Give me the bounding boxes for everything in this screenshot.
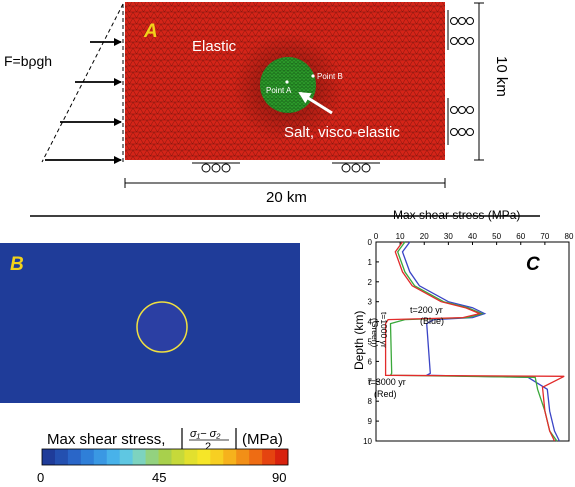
colorbar-swatch <box>145 449 159 465</box>
y-tick-label: 7 <box>368 377 373 386</box>
y-tick-label: 3 <box>368 298 373 307</box>
blue-annotation-color: (Blue) <box>420 316 444 326</box>
salt-mesh <box>260 57 316 113</box>
x-tick-label: 60 <box>516 232 525 241</box>
formula-numerator: σ₁− σ₂ <box>190 428 221 440</box>
width-label: 20 km <box>266 189 307 206</box>
x-tick-label: 80 <box>565 232 574 241</box>
y-tick-label: 5 <box>368 338 373 347</box>
colorbar-swatch <box>262 449 276 465</box>
colorbar-swatch <box>42 449 56 465</box>
y-tick-label: 0 <box>368 238 373 247</box>
red-annotation-time: t=3000 yr <box>368 377 406 387</box>
colorbar-tick-min: 0 <box>37 470 44 485</box>
y-tick-label: 2 <box>368 278 373 287</box>
red-annotation-color: (Red) <box>374 389 397 399</box>
y-tick-label: 4 <box>368 318 373 327</box>
colorbar-swatch <box>158 449 172 465</box>
panel-a-label: A <box>143 21 158 42</box>
salt-label: Salt, visco-elastic <box>284 124 400 141</box>
panel-b: B Max shear stress, σ₁− σ₂ 2 (MPa) 0 45 … <box>0 243 300 485</box>
panel-b-label: B <box>10 254 24 275</box>
bottom-roller-right <box>332 162 380 173</box>
x-tick-label: 40 <box>468 232 477 241</box>
colorbar-swatch <box>197 449 211 465</box>
y-tick-label: 1 <box>368 258 373 267</box>
right-roller-top <box>447 10 474 50</box>
height-label: 10 km <box>493 56 510 97</box>
right-roller-bottom <box>447 98 474 145</box>
force-label: F=bρgh <box>4 53 52 69</box>
x-tick-label: 10 <box>396 232 405 241</box>
colorbar-tick-mid: 45 <box>152 470 166 485</box>
colorbar-swatch <box>80 449 95 465</box>
series-line-red <box>384 241 565 442</box>
x-tick-label: 20 <box>420 232 429 241</box>
y-tick-label: 9 <box>368 417 373 426</box>
x-tick-label: 70 <box>540 232 549 241</box>
x-axis-title: Max shear stress (MPa) <box>393 208 520 222</box>
y-tick-label: 8 <box>368 397 373 406</box>
salt-body-stress <box>136 301 188 353</box>
width-dimension <box>124 178 446 188</box>
panel-a: Point A Point B A Elastic Salt, visco-el… <box>4 2 510 206</box>
green-annotation-time: t=1000 yr <box>379 312 389 348</box>
colorbar-unit: (MPa) <box>242 431 283 448</box>
force-arrows <box>45 38 122 164</box>
green-annotation-color: (Green) <box>370 318 380 347</box>
x-tick-label: 50 <box>492 232 501 241</box>
colorbar-swatch <box>184 449 198 465</box>
x-tick-label: 0 <box>374 232 379 241</box>
colorbar-swatch <box>249 449 263 465</box>
series-line-blue <box>401 241 560 442</box>
load-profile-line <box>41 3 124 163</box>
y-tick-label: 6 <box>368 357 373 366</box>
bottom-roller-left <box>192 162 240 173</box>
point-b-marker <box>311 74 315 78</box>
colorbar-swatch <box>106 449 121 465</box>
panel-c-label: C <box>526 254 540 275</box>
colorbar-swatch <box>67 449 82 465</box>
colorbar-swatch <box>223 449 237 465</box>
point-a-label: Point A <box>266 86 292 95</box>
elastic-label: Elastic <box>192 38 237 55</box>
colorbar-swatch <box>93 449 108 465</box>
colorbar-swatch <box>132 449 146 465</box>
axis-ticks: 0 10 20 30 40 50 60 70 80 0 1 2 3 4 5 6 7 8 9 10 <box>363 232 574 446</box>
colorbar-swatch <box>171 449 185 465</box>
salt-pointer-arrow <box>298 91 333 115</box>
colorbar-swatch <box>275 449 289 465</box>
colorbar-swatch <box>236 449 250 465</box>
blue-annotation-time: t=200 yr <box>410 305 443 315</box>
panel-c: Max shear stress (MPa) Depth (km) 0 10 20 3… <box>352 208 574 446</box>
colorbar-swatch <box>210 449 224 465</box>
colorbar-swatch <box>119 449 134 465</box>
colorbar <box>42 449 289 465</box>
x-tick-label: 30 <box>444 232 453 241</box>
formula-denominator: 2 <box>205 441 211 453</box>
point-b-label: Point B <box>317 72 343 81</box>
y-axis-title: Depth (km) <box>352 311 366 370</box>
height-dimension <box>474 2 484 161</box>
point-a-marker <box>285 80 289 84</box>
colorbar-swatch <box>54 449 69 465</box>
y-tick-label: 10 <box>363 437 372 446</box>
colorbar-title: Max shear stress, <box>47 431 165 448</box>
colorbar-tick-max: 90 <box>272 470 286 485</box>
stress-profiles <box>384 241 565 442</box>
